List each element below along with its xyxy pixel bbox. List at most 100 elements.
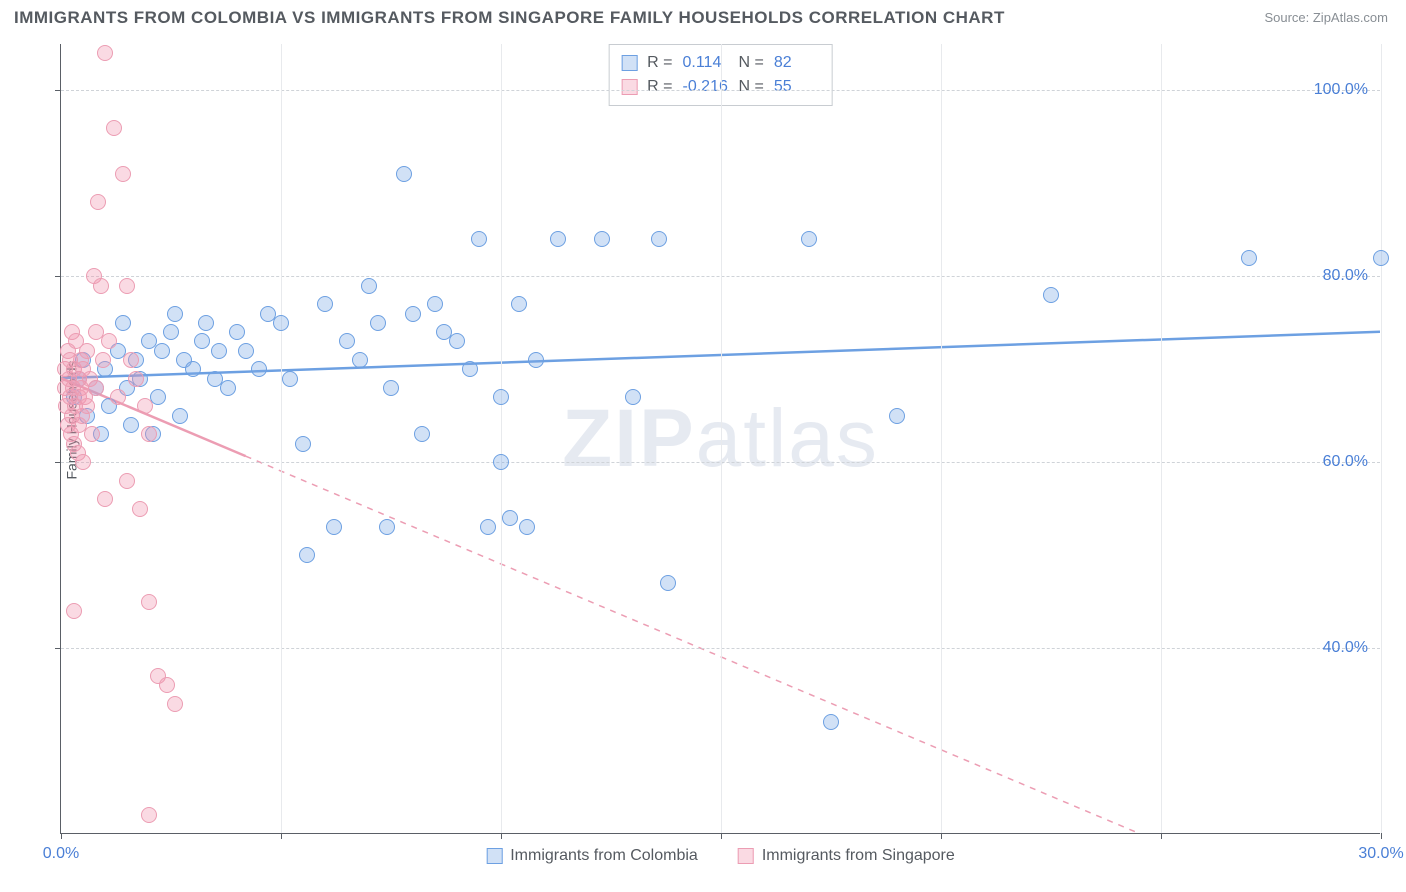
data-point [511,296,527,312]
data-point [101,333,117,349]
y-tick-label: 100.0% [1314,81,1368,99]
data-point [462,361,478,377]
plot-area: ZIPatlas R =0.114N =82R =-0.216N =55 Imm… [60,44,1380,834]
data-point [493,389,509,405]
legend-swatch [486,848,502,864]
data-point [66,603,82,619]
legend-label: Immigrants from Colombia [510,847,698,865]
data-point [823,714,839,730]
data-point [427,296,443,312]
data-point [84,426,100,442]
data-point [167,306,183,322]
source-prefix: Source: [1264,10,1312,25]
data-point [141,807,157,823]
data-point [163,324,179,340]
data-point [502,510,518,526]
data-point [198,315,214,331]
data-point [383,380,399,396]
r-label: R = [647,78,672,96]
data-point [150,389,166,405]
data-point [95,352,111,368]
r-label: R = [647,54,672,72]
data-point [97,45,113,61]
data-point [119,473,135,489]
gridline-vertical [1161,44,1162,833]
data-point [550,231,566,247]
data-point [379,519,395,535]
data-point [594,231,610,247]
data-point [405,306,421,322]
gridline-vertical [501,44,502,833]
chart-title: IMMIGRANTS FROM COLOMBIA VS IMMIGRANTS F… [14,8,1005,28]
data-point [251,361,267,377]
data-point [172,408,188,424]
data-point [154,343,170,359]
data-point [211,343,227,359]
data-point [660,575,676,591]
x-tick-label: 0.0% [43,845,79,863]
data-point [194,333,210,349]
data-point [396,166,412,182]
source-link[interactable]: ZipAtlas.com [1313,10,1388,25]
gridline-vertical [1381,44,1382,833]
data-point [119,278,135,294]
data-point [1373,250,1389,266]
data-point [528,352,544,368]
data-point [93,278,109,294]
watermark-rest: atlas [696,393,879,484]
data-point [115,166,131,182]
data-point [519,519,535,535]
data-point [352,352,368,368]
y-tick-label: 60.0% [1323,453,1368,471]
data-point [159,677,175,693]
data-point [1043,287,1059,303]
data-point [123,352,139,368]
x-tick-label: 30.0% [1358,845,1403,863]
legend-label: Immigrants from Singapore [762,847,955,865]
legend-item: Immigrants from Colombia [486,847,698,865]
data-point [317,296,333,312]
data-point [238,343,254,359]
data-point [141,426,157,442]
data-point [299,547,315,563]
data-point [132,501,148,517]
data-point [106,120,122,136]
data-point [326,519,342,535]
data-point [471,231,487,247]
data-point [90,194,106,210]
data-point [75,454,91,470]
data-point [414,426,430,442]
legend-swatch [621,55,637,71]
data-point [115,315,131,331]
data-point [220,380,236,396]
data-point [801,231,817,247]
data-point [449,333,465,349]
data-point [625,389,641,405]
data-point [141,594,157,610]
n-value: 55 [774,78,820,96]
legend-swatch [621,79,637,95]
gridline-vertical [721,44,722,833]
data-point [361,278,377,294]
n-label: N = [739,78,764,96]
data-point [339,333,355,349]
data-point [651,231,667,247]
source-attribution: Source: ZipAtlas.com [1264,10,1388,25]
watermark-bold: ZIP [562,393,696,484]
data-point [128,371,144,387]
data-point [1241,250,1257,266]
gridline-vertical [941,44,942,833]
data-point [110,389,126,405]
data-point [273,315,289,331]
data-point [88,380,104,396]
legend-item: Immigrants from Singapore [738,847,955,865]
chart-container: IMMIGRANTS FROM COLOMBIA VS IMMIGRANTS F… [0,0,1406,892]
data-point [480,519,496,535]
data-point [137,398,153,414]
data-point [889,408,905,424]
series-legend: Immigrants from Colombia Immigrants from … [486,847,955,865]
data-point [79,343,95,359]
data-point [295,436,311,452]
n-value: 82 [774,54,820,72]
y-tick-label: 80.0% [1323,267,1368,285]
